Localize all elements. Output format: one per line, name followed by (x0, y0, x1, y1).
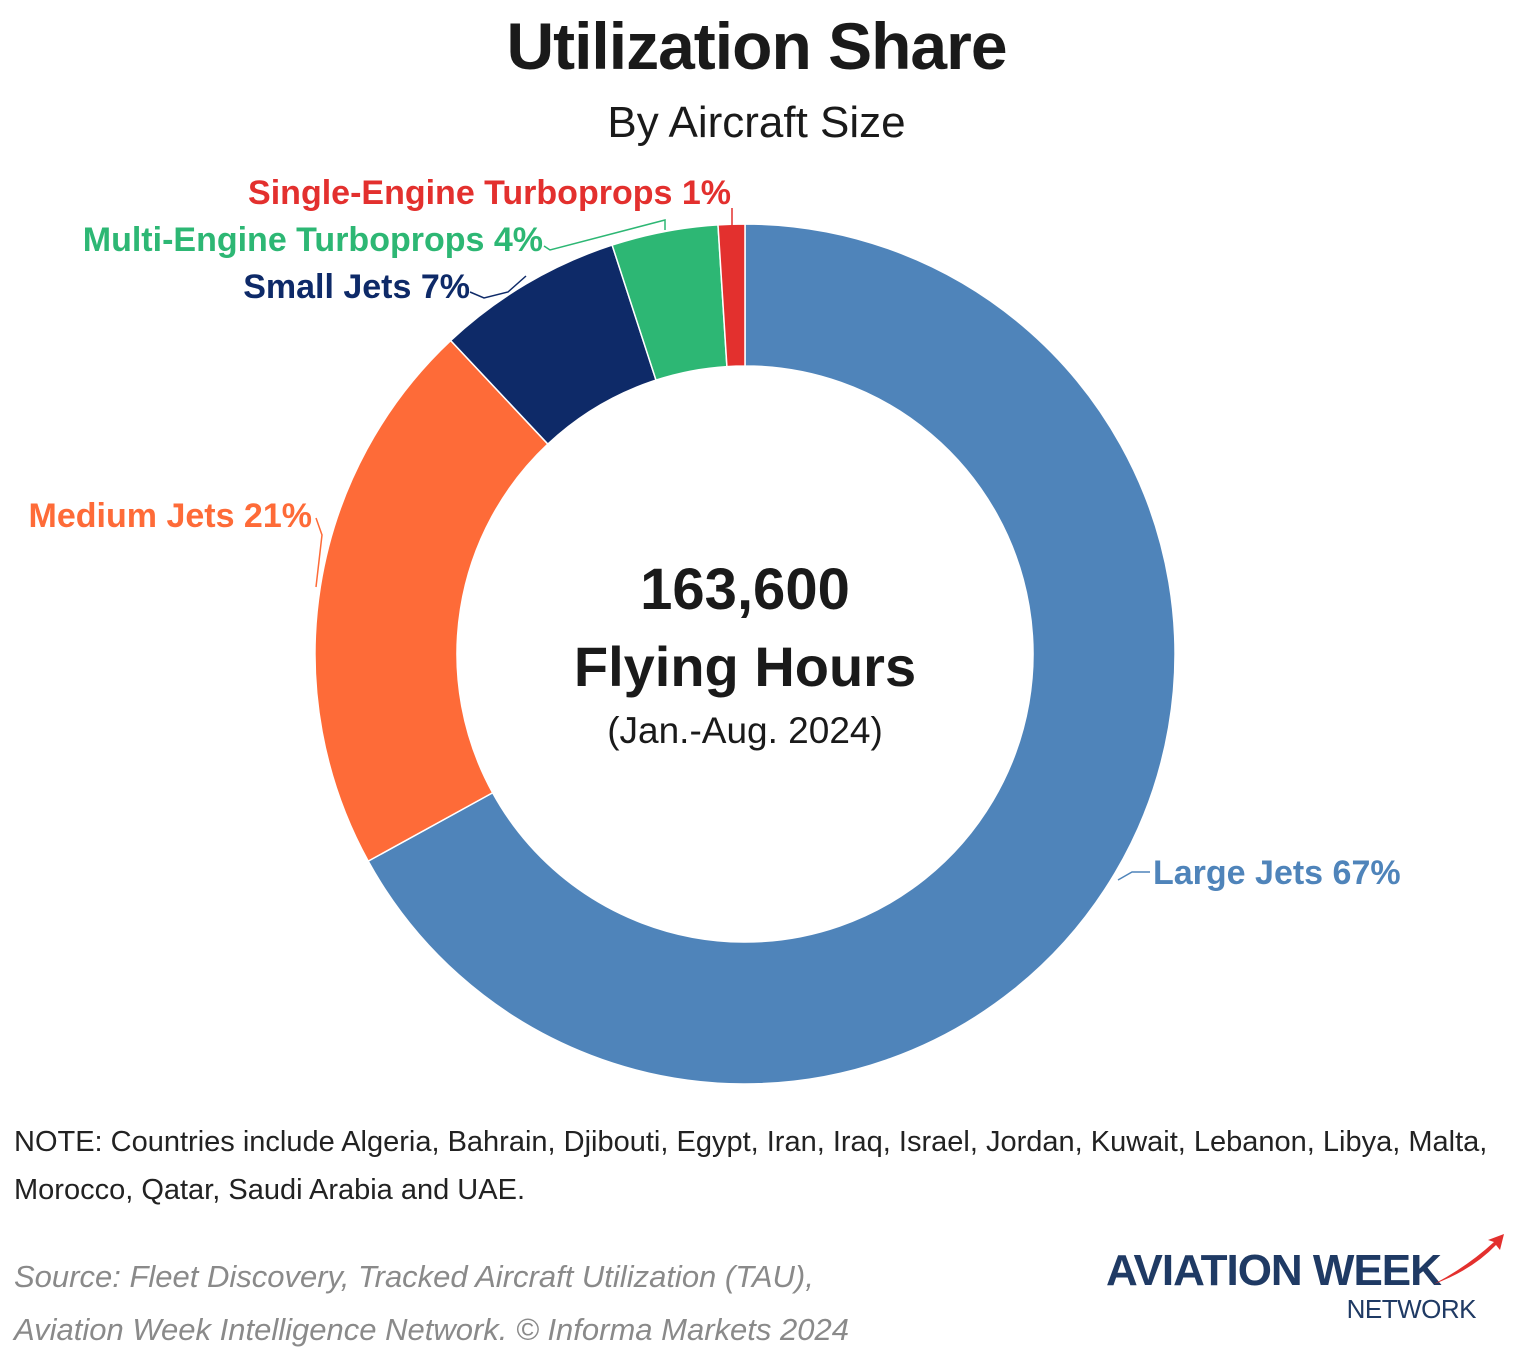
source-line-2: Aviation Week Intelligence Network. © In… (14, 1312, 849, 1347)
leader-line (315, 517, 323, 588)
slice-medium-jets (314, 339, 549, 863)
leader-line (1117, 871, 1150, 881)
aviation-week-logo: AVIATION WEEK NETWORK (1106, 1232, 1506, 1332)
logo-wordmark: AVIATION WEEK (1106, 1246, 1442, 1295)
center-value: 163,600 (640, 557, 850, 622)
slice-label: Large Jets 67% (1153, 854, 1401, 892)
chart-title: Utilization Share (506, 9, 1007, 83)
source-credit: Source: Fleet Discovery, Tracked Aircraf… (14, 1250, 1014, 1356)
leader-line (469, 275, 527, 299)
donut-slices (314, 223, 1176, 1085)
footnote: NOTE: Countries include Algeria, Bahrain… (14, 1126, 1488, 1206)
slice-label: Small Jets 7% (243, 268, 470, 306)
leader-line (543, 219, 666, 251)
donut-chart: Large Jets 67% Medium Jets 21% Small Jets … (29, 174, 1401, 1085)
center-label: Flying Hours (574, 635, 916, 698)
logo-network: NETWORK (1346, 1294, 1477, 1324)
chart-subtitle: By Aircraft Size (607, 98, 906, 147)
center-period: (Jan.-Aug. 2024) (607, 710, 883, 751)
slice-labels: Large Jets 67% Medium Jets 21% Small Jets … (29, 174, 1401, 892)
slice-label: Medium Jets 21% (29, 497, 312, 535)
slice-large-jets (367, 223, 1176, 1085)
slice-single-engine-turboprops (717, 223, 746, 368)
logo-swoosh-icon (1434, 1234, 1504, 1284)
slice-label: Multi-Engine Turboprops 4% (83, 221, 543, 259)
slice-label: Single-Engine Turboprops 1% (248, 174, 731, 212)
source-line-1: Source: Fleet Discovery, Tracked Aircraf… (14, 1259, 814, 1294)
leader-lines (315, 208, 1150, 881)
